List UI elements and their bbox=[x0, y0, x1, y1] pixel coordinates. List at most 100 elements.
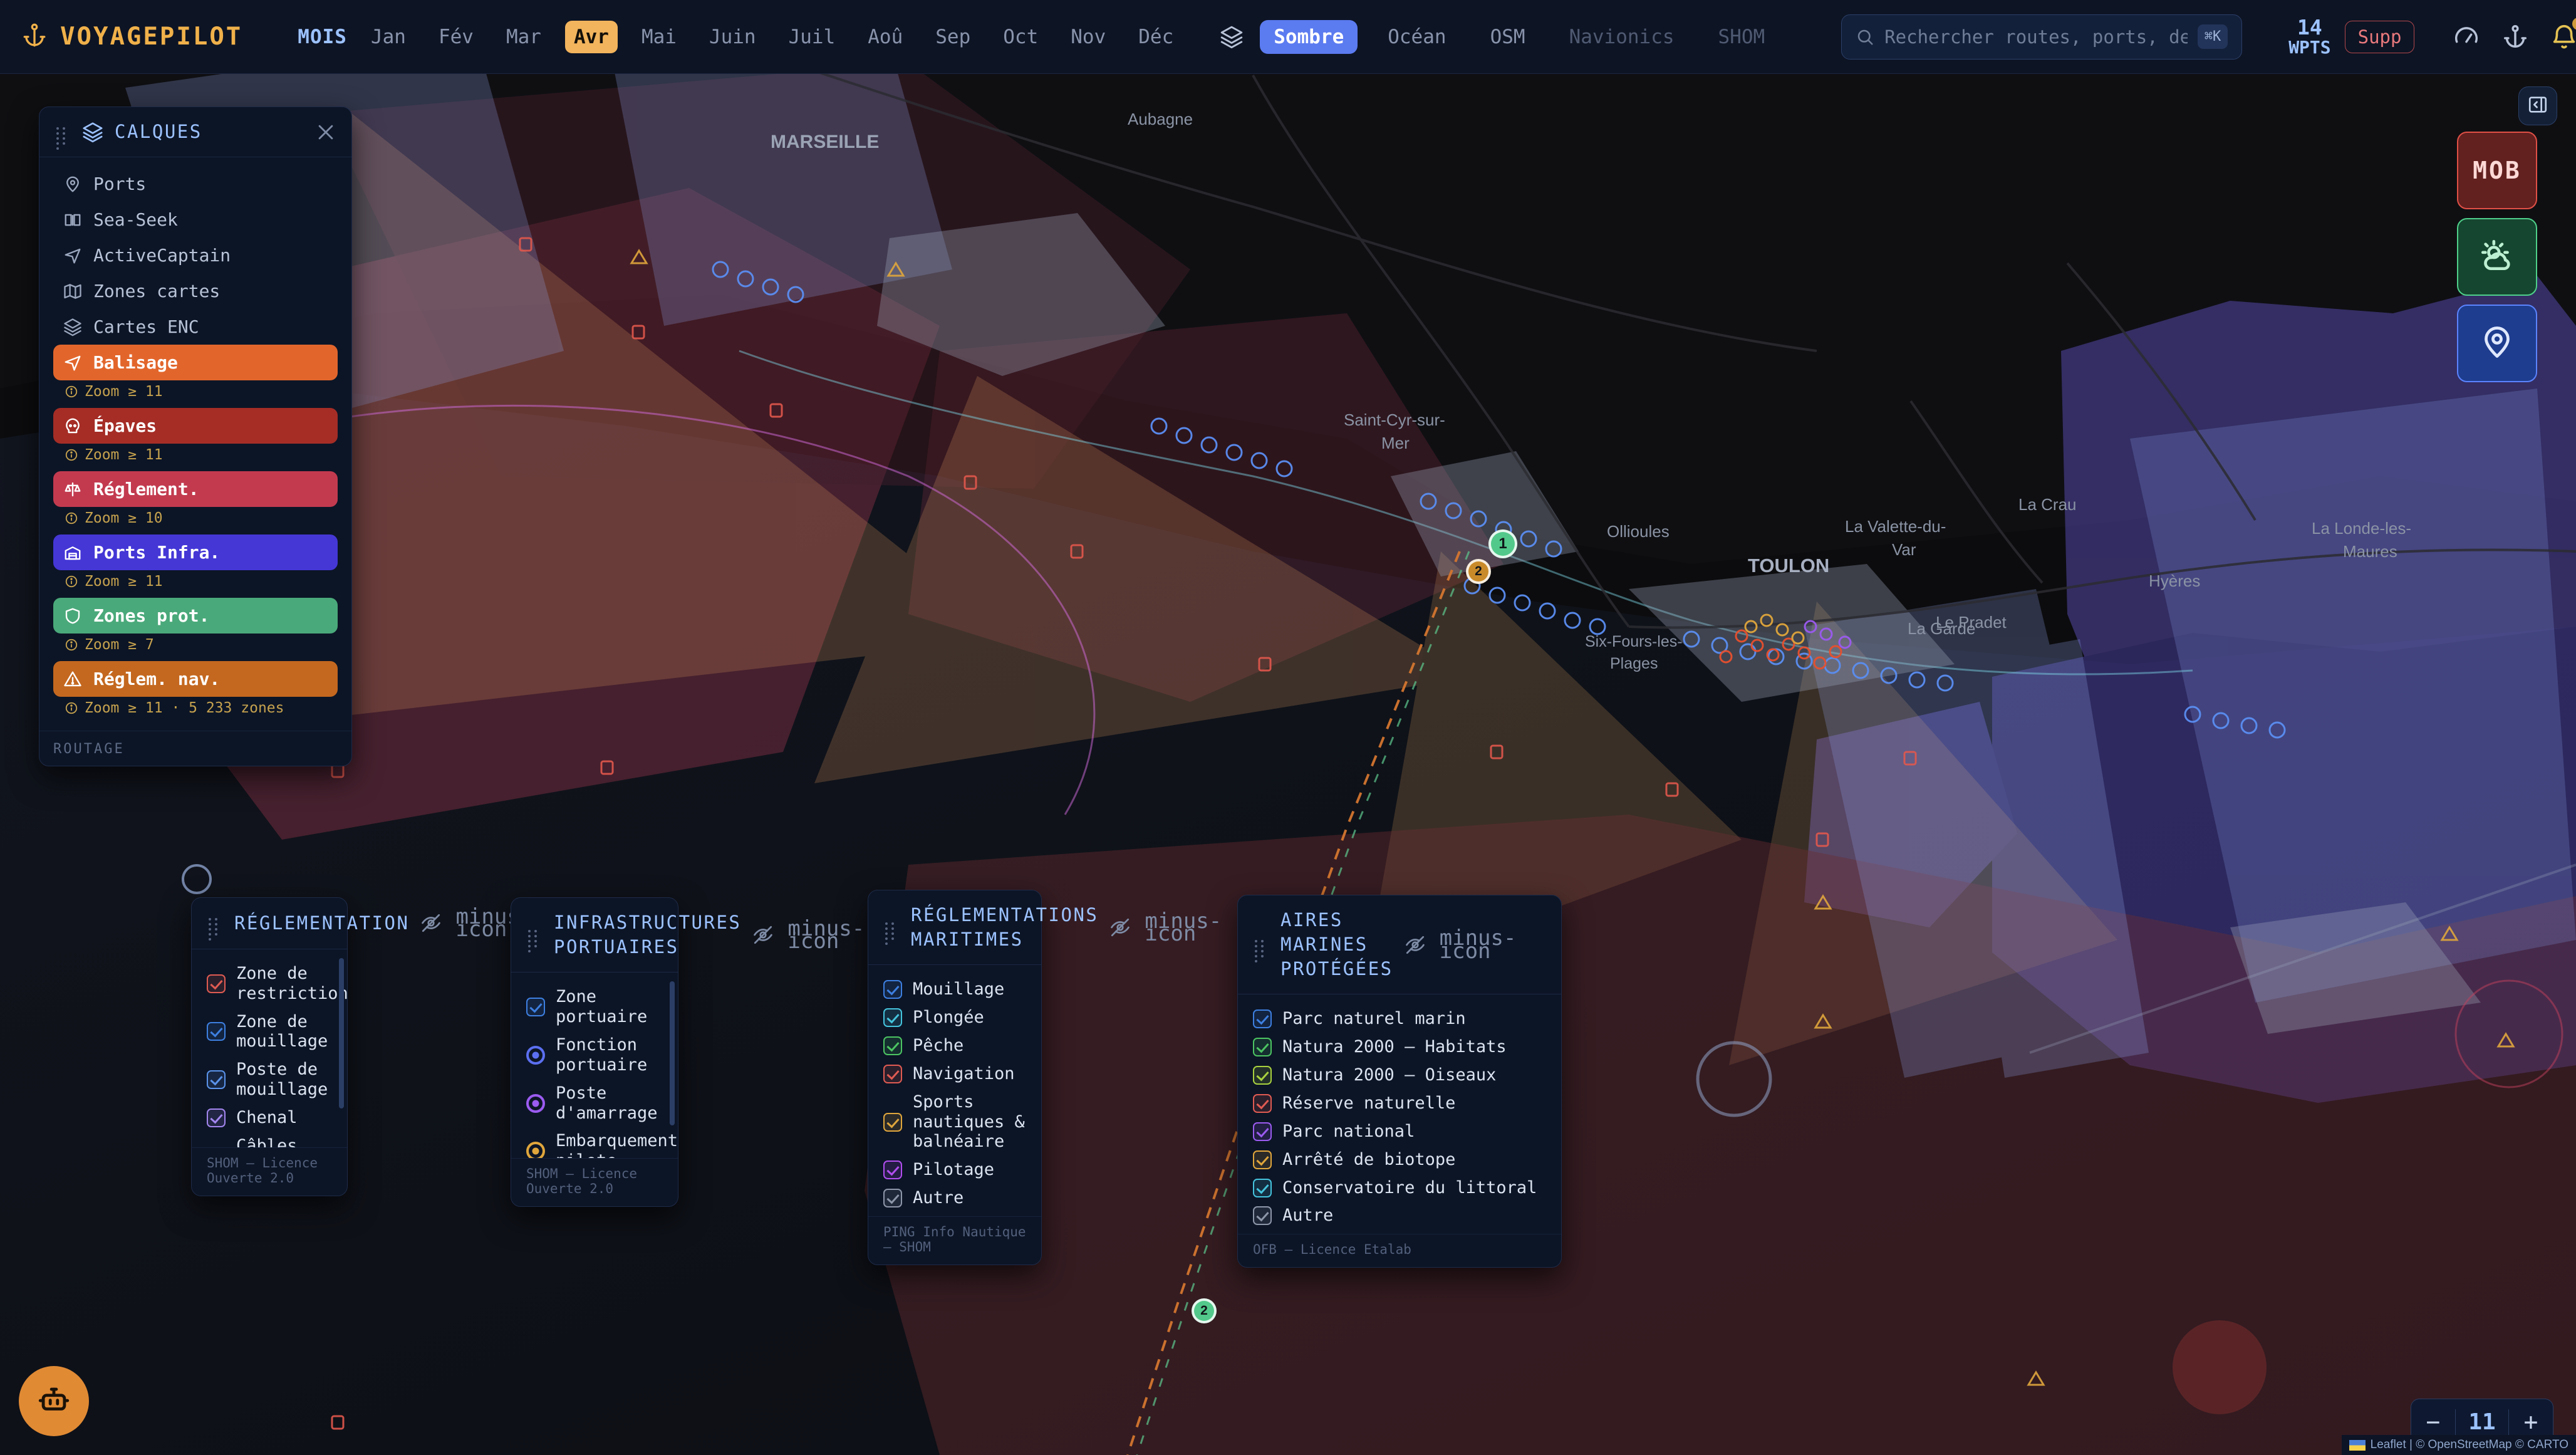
month-dec[interactable]: Déc bbox=[1138, 25, 1174, 48]
month-nov[interactable]: Nov bbox=[1071, 25, 1106, 48]
checkbox-icon[interactable] bbox=[207, 1108, 226, 1127]
layer-item-sea-seek[interactable]: Sea-Seek bbox=[53, 202, 338, 237]
assistant-button[interactable] bbox=[19, 1366, 89, 1436]
layer-item-zones-cartes[interactable]: Zones cartes bbox=[53, 273, 338, 309]
gauge-icon[interactable] bbox=[2452, 23, 2481, 51]
checkbox-icon[interactable] bbox=[1253, 1150, 1272, 1169]
month-avr[interactable]: Avr bbox=[564, 20, 618, 53]
legend-item-pilotage[interactable]: Pilotage bbox=[881, 1157, 1029, 1183]
month-oct[interactable]: Oct bbox=[1003, 25, 1039, 48]
checkbox-icon[interactable] bbox=[526, 998, 545, 1017]
minimize-icon[interactable]: minus-icon bbox=[1439, 926, 1517, 964]
legend-item-p-che[interactable]: Pêche bbox=[881, 1033, 1029, 1059]
drag-handle-icon[interactable] bbox=[207, 917, 223, 941]
legend-item-parc-naturel-marin[interactable]: Parc naturel marin bbox=[1250, 1006, 1549, 1032]
minimize-icon[interactable]: minus-icon bbox=[1145, 908, 1222, 947]
basemap-ocean[interactable]: Océan bbox=[1388, 25, 1446, 48]
checkbox-icon[interactable] bbox=[883, 1064, 902, 1083]
legend-item-poste-de-mouillage[interactable]: Poste de mouillage bbox=[204, 1056, 335, 1103]
legend-item-embarquement-pilote[interactable]: Embarquement pilote bbox=[524, 1128, 678, 1159]
zoom-out-button[interactable]: − bbox=[2426, 1408, 2441, 1436]
layer-item-balisage[interactable]: Balisage bbox=[53, 345, 338, 381]
checkbox-icon[interactable] bbox=[1253, 1122, 1272, 1141]
legend-item-conservatoire-du-littoral[interactable]: Conservatoire du littoral bbox=[1250, 1175, 1549, 1201]
month-juin[interactable]: Juin bbox=[709, 25, 756, 48]
locate-button[interactable] bbox=[2457, 305, 2537, 382]
layer-item-cartes-enc[interactable]: Cartes ENC bbox=[53, 309, 338, 345]
checkbox-icon[interactable] bbox=[883, 1008, 902, 1028]
eye-off-icon[interactable] bbox=[420, 912, 442, 934]
layer-item-activecaptain[interactable]: ActiveCaptain bbox=[53, 237, 338, 273]
basemap-selector[interactable]: Sombre Océan OSM Navionics SHOM bbox=[1220, 19, 1779, 54]
drag-handle-icon[interactable] bbox=[883, 921, 900, 946]
route-waypoint-pin[interactable]: 2 bbox=[1466, 559, 1491, 584]
checkbox-icon[interactable] bbox=[207, 1022, 226, 1041]
search-input[interactable]: Rechercher routes, ports, destinations… … bbox=[1841, 14, 2243, 60]
legend-item-plong-e[interactable]: Plongée bbox=[881, 1004, 1029, 1031]
legend-item-natura-2000-habitats[interactable]: Natura 2000 — Habitats bbox=[1250, 1034, 1549, 1060]
month-aou[interactable]: Aoû bbox=[868, 25, 903, 48]
layer-item-zones-prot[interactable]: Zones prot. bbox=[53, 598, 338, 634]
legend-item-mouillage[interactable]: Mouillage bbox=[881, 976, 1029, 1003]
checkbox-icon[interactable] bbox=[1253, 1009, 1272, 1029]
route-waypoint-pin[interactable]: 2 bbox=[1192, 1298, 1217, 1323]
month-fev[interactable]: Fév bbox=[438, 25, 474, 48]
scrollbar[interactable] bbox=[670, 981, 675, 1126]
checkbox-icon[interactable] bbox=[1253, 1178, 1272, 1197]
dot-marker-icon[interactable] bbox=[526, 1093, 545, 1113]
checkbox-icon[interactable] bbox=[883, 980, 902, 999]
legend-item-zone-de-mouillage[interactable]: Zone de mouillage bbox=[204, 1009, 335, 1055]
anchor-icon[interactable] bbox=[2501, 23, 2530, 51]
infrastructures-panel-header[interactable]: INFRASTRUCTURES PORTUAIRES minus-icon bbox=[511, 898, 865, 973]
legend-item-c-bles-sous-marins[interactable]: Câbles sous-marins bbox=[204, 1133, 335, 1147]
checkbox-icon[interactable] bbox=[883, 1036, 902, 1055]
close-icon[interactable] bbox=[315, 122, 336, 143]
layer-item-r-glem-nav[interactable]: Réglem. nav. bbox=[53, 661, 338, 697]
checkbox-icon[interactable] bbox=[1253, 1093, 1272, 1113]
basemap-shom[interactable]: SHOM bbox=[1718, 25, 1765, 48]
minimize-icon[interactable]: minus-icon bbox=[787, 915, 865, 954]
legend-item-zone-de-restriction[interactable]: Zone de restriction bbox=[204, 961, 347, 1007]
basemap-navionics[interactable]: Navionics bbox=[1569, 25, 1675, 48]
zoom-in-button[interactable]: + bbox=[2523, 1408, 2538, 1436]
dot-marker-icon[interactable] bbox=[526, 1045, 545, 1065]
legend-item-sports-nautiques-baln-aire[interactable]: Sports nautiques & balnéaire bbox=[881, 1089, 1029, 1155]
checkbox-icon[interactable] bbox=[1253, 1206, 1272, 1226]
checkbox-icon[interactable] bbox=[207, 1070, 226, 1090]
month-mai[interactable]: Mai bbox=[641, 25, 677, 48]
drag-handle-icon[interactable] bbox=[55, 126, 71, 150]
layers-panel-header[interactable]: CALQUES bbox=[39, 107, 351, 158]
legend-item-r-serve-naturelle[interactable]: Réserve naturelle bbox=[1250, 1090, 1549, 1117]
reglementation-panel-header[interactable]: RÉGLEMENTATION minus-icon bbox=[192, 898, 532, 949]
drag-handle-icon[interactable] bbox=[1253, 939, 1269, 962]
month-juil[interactable]: Juil bbox=[788, 25, 836, 48]
month-mar[interactable]: Mar bbox=[506, 25, 541, 48]
weather-button[interactable] bbox=[2457, 218, 2537, 296]
checkbox-icon[interactable] bbox=[883, 1160, 902, 1180]
collapse-panel-button[interactable] bbox=[2518, 86, 2557, 125]
month-sep[interactable]: Sep bbox=[935, 25, 971, 48]
legend-item-arr-t-de-biotope[interactable]: Arrêté de biotope bbox=[1250, 1147, 1549, 1173]
month-jan[interactable]: Jan bbox=[370, 25, 406, 48]
legend-item-navigation[interactable]: Navigation bbox=[881, 1061, 1029, 1087]
legend-item-poste-d-amarrage[interactable]: Poste d'amarrage bbox=[524, 1080, 665, 1127]
bell-icon[interactable] bbox=[2550, 17, 2576, 51]
eye-off-icon[interactable] bbox=[752, 924, 774, 946]
dot-marker-icon[interactable] bbox=[526, 1142, 545, 1159]
delete-button[interactable]: Supp bbox=[2344, 20, 2415, 53]
route-waypoint-pin[interactable]: 1 bbox=[1488, 529, 1517, 558]
mob-button[interactable]: MOB bbox=[2457, 132, 2537, 209]
maritimes-panel-header[interactable]: RÉGLEMENTATIONS MARITIMES minus-icon bbox=[868, 890, 1222, 966]
checkbox-icon[interactable] bbox=[883, 1112, 902, 1132]
legend-item-fonction-portuaire[interactable]: Fonction portuaire bbox=[524, 1032, 665, 1078]
aires-marines-panel-header[interactable]: AIRES MARINES PROTÉGÉES minus-icon bbox=[1238, 895, 1561, 995]
legend-item-parc-national[interactable]: Parc national bbox=[1250, 1119, 1549, 1145]
checkbox-icon[interactable] bbox=[883, 1189, 902, 1208]
basemap-osm[interactable]: OSM bbox=[1490, 25, 1525, 48]
checkbox-icon[interactable] bbox=[1253, 1038, 1272, 1057]
app-brand[interactable]: VOYAGEPILOT bbox=[21, 23, 260, 51]
month-selector[interactable]: MOIS Jan Fév Mar Avr Mai Juin Juil Aoû S… bbox=[298, 20, 1182, 53]
legend-item-zone-portuaire[interactable]: Zone portuaire bbox=[524, 984, 665, 1030]
legend-item-autre[interactable]: Autre bbox=[1250, 1202, 1549, 1229]
